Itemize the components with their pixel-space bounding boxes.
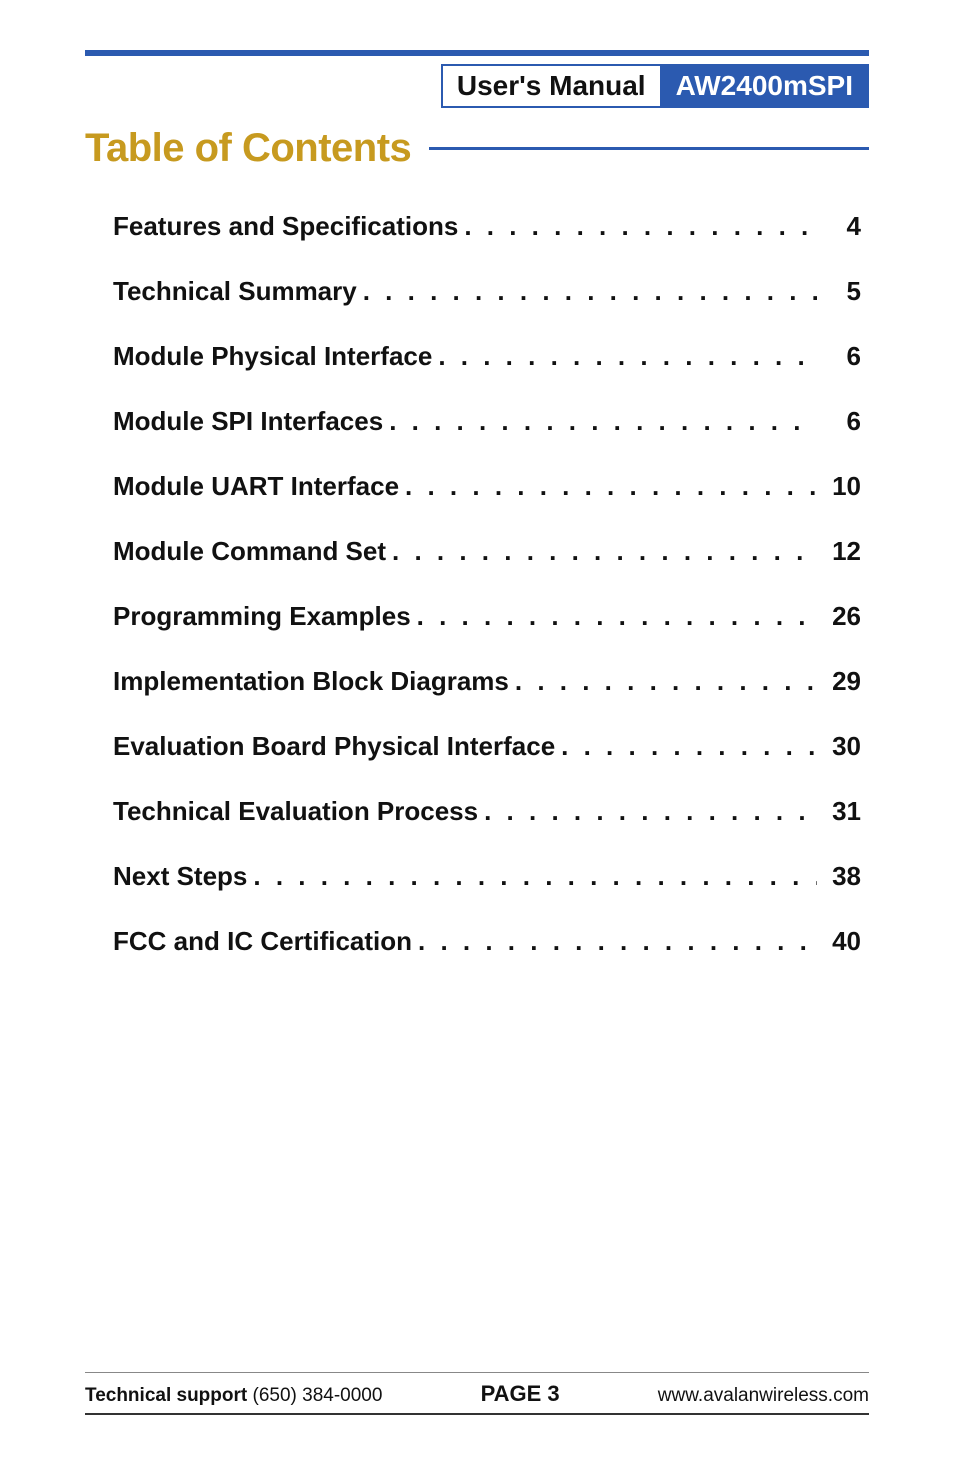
- toc-label: Module SPI Interfaces: [113, 406, 383, 437]
- toc-leader-dots: . . . . . . . . . . . . . . . . . . . . …: [247, 861, 817, 892]
- toc-row[interactable]: Next Steps . . . . . . . . . . . . . . .…: [113, 861, 861, 892]
- toc-page-number: 5: [817, 276, 861, 307]
- toc-label: Technical Evaluation Process: [113, 796, 478, 827]
- header-tab-product: AW2400mSPI: [660, 64, 869, 108]
- toc-row[interactable]: Programming Examples . . . . . . . . . .…: [113, 601, 861, 632]
- footer-rule-bot: [85, 1413, 869, 1415]
- toc-leader-dots: . . . . . . . . . . . . . . . . . . . . …: [412, 926, 817, 957]
- footer-page-number: PAGE 3: [481, 1381, 560, 1407]
- toc-row[interactable]: Technical Evaluation Process . . . . . .…: [113, 796, 861, 827]
- toc-leader-dots: . . . . . . . . . . . . . . . . . . . . …: [509, 666, 817, 697]
- footer-url: www.avalanwireless.com: [658, 1385, 869, 1407]
- footer: Technical support (650) 384-0000 PAGE 3 …: [85, 1372, 869, 1415]
- toc-page-number: 30: [817, 731, 861, 762]
- toc-label: Module Physical Interface: [113, 341, 432, 372]
- toc-leader-dots: . . . . . . . . . . . . . . . . . . . . …: [411, 601, 817, 632]
- footer-support-phone: (650) 384-0000: [253, 1385, 383, 1406]
- toc-page-number: 38: [817, 861, 861, 892]
- toc-page-number: 40: [817, 926, 861, 957]
- toc-leader-dots: . . . . . . . . . . . . . . . . . . . . …: [357, 276, 817, 307]
- toc-label: Programming Examples: [113, 601, 411, 632]
- toc-row[interactable]: Module Command Set . . . . . . . . . . .…: [113, 536, 861, 567]
- title-row: Table of Contents: [85, 126, 869, 171]
- toc-label: Evaluation Board Physical Interface: [113, 731, 555, 762]
- table-of-contents: Features and Specifications . . . . . . …: [85, 211, 869, 957]
- toc-page-number: 26: [817, 601, 861, 632]
- toc-page-number: 6: [817, 341, 861, 372]
- toc-leader-dots: . . . . . . . . . . . . . . . . . . . . …: [399, 471, 817, 502]
- toc-label: Module UART Interface: [113, 471, 399, 502]
- toc-leader-dots: . . . . . . . . . . . . . . . . . . . . …: [386, 536, 817, 567]
- footer-support-label: Technical support: [85, 1385, 247, 1406]
- footer-support: Technical support (650) 384-0000: [85, 1385, 382, 1407]
- document-page: User's Manual AW2400mSPI Table of Conten…: [0, 0, 954, 1475]
- toc-row[interactable]: FCC and IC Certification . . . . . . . .…: [113, 926, 861, 957]
- toc-label: Next Steps: [113, 861, 247, 892]
- title-rule: [429, 147, 869, 150]
- toc-page-number: 4: [817, 211, 861, 242]
- toc-label: Technical Summary: [113, 276, 357, 307]
- toc-row[interactable]: Module Physical Interface . . . . . . . …: [113, 341, 861, 372]
- toc-leader-dots: . . . . . . . . . . . . . . . . . . . . …: [383, 406, 817, 437]
- toc-leader-dots: . . . . . . . . . . . . . . . . . . . . …: [478, 796, 817, 827]
- toc-leader-dots: . . . . . . . . . . . . . . . . . . . . …: [432, 341, 817, 372]
- toc-row[interactable]: Module SPI Interfaces . . . . . . . . . …: [113, 406, 861, 437]
- toc-page-number: 12: [817, 536, 861, 567]
- header-rule: [85, 50, 869, 56]
- toc-leader-dots: . . . . . . . . . . . . . . . . . . . . …: [555, 731, 817, 762]
- toc-row[interactable]: Features and Specifications . . . . . . …: [113, 211, 861, 242]
- header-tab-manual: User's Manual: [441, 64, 660, 108]
- footer-row: Technical support (650) 384-0000 PAGE 3 …: [85, 1379, 869, 1413]
- toc-label: Module Command Set: [113, 536, 386, 567]
- toc-label: Features and Specifications: [113, 211, 458, 242]
- toc-label: Implementation Block Diagrams: [113, 666, 509, 697]
- toc-row[interactable]: Evaluation Board Physical Interface . . …: [113, 731, 861, 762]
- page-title: Table of Contents: [85, 126, 411, 171]
- toc-page-number: 6: [817, 406, 861, 437]
- toc-row[interactable]: Module UART Interface . . . . . . . . . …: [113, 471, 861, 502]
- footer-rule-top: [85, 1372, 869, 1373]
- toc-label: FCC and IC Certification: [113, 926, 412, 957]
- toc-leader-dots: . . . . . . . . . . . . . . . . . . . . …: [458, 211, 817, 242]
- header-tabs: User's Manual AW2400mSPI: [85, 64, 869, 108]
- toc-row[interactable]: Implementation Block Diagrams . . . . . …: [113, 666, 861, 697]
- toc-row[interactable]: Technical Summary . . . . . . . . . . . …: [113, 276, 861, 307]
- toc-page-number: 31: [817, 796, 861, 827]
- toc-page-number: 10: [817, 471, 861, 502]
- toc-page-number: 29: [817, 666, 861, 697]
